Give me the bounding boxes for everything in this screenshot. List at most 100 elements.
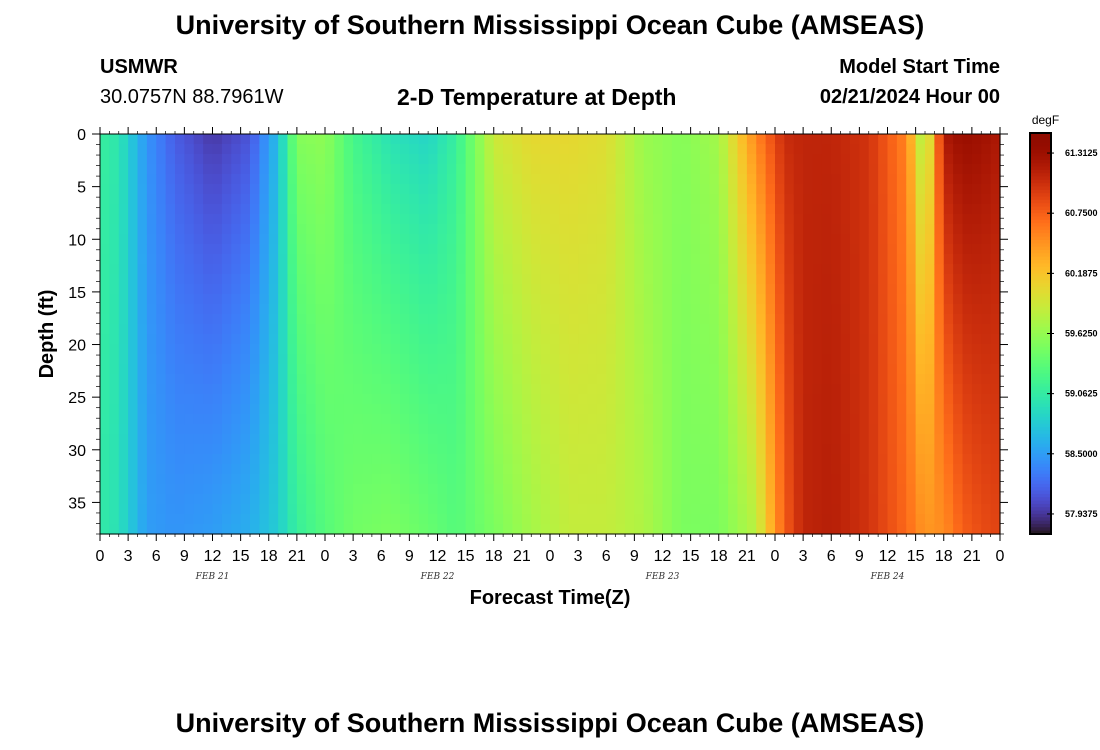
heatmap-cell xyxy=(596,504,607,515)
heatmap-cell xyxy=(971,384,982,395)
heatmap-cell xyxy=(390,524,401,535)
heatmap-cell xyxy=(634,154,645,165)
heatmap-cell xyxy=(981,224,992,235)
heatmap-cell xyxy=(100,204,110,215)
colorbar-swatch xyxy=(1030,270,1051,274)
heatmap-cell xyxy=(971,354,982,365)
heatmap-cell xyxy=(156,504,167,515)
heatmap-cell xyxy=(475,494,485,505)
heatmap-cell xyxy=(484,414,495,425)
heatmap-cell xyxy=(700,454,710,465)
heatmap-cell xyxy=(859,254,870,265)
heatmap-cell xyxy=(634,334,645,345)
heatmap-cell xyxy=(765,324,776,335)
heatmap-cell xyxy=(746,364,757,375)
heatmap-cell xyxy=(587,444,598,455)
heatmap-cell xyxy=(821,164,832,175)
x-tick-label: 21 xyxy=(738,548,756,565)
heatmap-cell xyxy=(315,344,326,355)
heatmap-cell xyxy=(653,224,664,235)
heatmap-cell xyxy=(728,524,739,535)
heatmap-cell xyxy=(203,264,214,275)
heatmap-cell xyxy=(353,504,364,515)
heatmap-cell xyxy=(615,194,626,205)
heatmap-cell xyxy=(325,404,335,415)
heatmap-cell xyxy=(109,154,120,165)
heatmap-cell xyxy=(212,464,223,475)
heatmap-cell xyxy=(821,174,832,185)
heatmap-cell xyxy=(146,334,157,345)
heatmap-cell xyxy=(128,404,139,415)
heatmap-cell xyxy=(859,174,870,185)
heatmap-cell xyxy=(812,524,823,535)
heatmap-cell xyxy=(221,324,232,335)
heatmap-cell xyxy=(953,144,964,155)
heatmap-cell xyxy=(596,154,607,165)
heatmap-cell xyxy=(812,144,823,155)
heatmap-cell xyxy=(221,514,232,525)
heatmap-cell xyxy=(653,254,664,265)
heatmap-cell xyxy=(728,384,739,395)
heatmap-cell xyxy=(306,234,317,245)
heatmap-cell xyxy=(793,434,804,445)
heatmap-cell xyxy=(400,414,410,425)
heatmap-cell xyxy=(371,164,382,175)
heatmap-cell xyxy=(512,294,523,305)
heatmap-cell xyxy=(765,444,776,455)
heatmap-cell xyxy=(934,524,945,535)
heatmap-cell xyxy=(859,464,870,475)
heatmap-cell xyxy=(596,414,607,425)
heatmap-cell xyxy=(746,524,757,535)
heatmap-cell xyxy=(268,344,279,355)
heatmap-cell xyxy=(906,344,917,355)
heatmap-cell xyxy=(250,434,260,445)
heatmap-cell xyxy=(146,474,157,485)
heatmap-cell xyxy=(221,224,232,235)
heatmap-cell xyxy=(521,504,532,515)
heatmap-cell xyxy=(118,344,129,355)
heatmap-cell xyxy=(343,194,354,205)
heatmap-cell xyxy=(325,304,335,315)
heatmap-cell xyxy=(934,324,945,335)
heatmap-cell xyxy=(203,354,214,365)
heatmap-cell xyxy=(615,214,626,225)
heatmap-cell xyxy=(728,474,739,485)
heatmap-cell xyxy=(700,334,710,345)
heatmap-cell xyxy=(690,194,701,205)
heatmap-cell xyxy=(971,254,982,265)
heatmap-cell xyxy=(287,494,298,505)
heatmap-cell xyxy=(362,374,373,385)
heatmap-cell xyxy=(878,164,889,175)
heatmap-cell xyxy=(137,164,148,175)
heatmap-cell xyxy=(700,514,710,525)
heatmap-cell xyxy=(962,354,973,365)
heatmap-cell xyxy=(493,364,504,375)
heatmap-cell xyxy=(606,214,617,225)
heatmap-cell xyxy=(859,354,870,365)
heatmap-cell xyxy=(868,384,879,395)
heatmap-cell xyxy=(878,174,889,185)
heatmap-cell xyxy=(475,184,485,195)
heatmap-cell xyxy=(362,244,373,255)
heatmap-cell xyxy=(240,364,251,375)
heatmap-cell xyxy=(887,514,898,525)
heatmap-cell xyxy=(915,254,926,265)
heatmap-cell xyxy=(306,244,317,255)
heatmap-cell xyxy=(943,144,954,155)
heatmap-cell xyxy=(587,334,598,345)
heatmap-cell xyxy=(737,244,748,255)
heatmap-cell xyxy=(596,344,607,355)
heatmap-cell xyxy=(578,514,589,525)
heatmap-cell xyxy=(287,254,298,265)
heatmap-cell xyxy=(493,174,504,185)
heatmap-cell xyxy=(803,344,814,355)
heatmap-cell xyxy=(334,494,345,505)
heatmap-cell xyxy=(634,464,645,475)
heatmap-cell xyxy=(484,524,495,535)
heatmap-cell xyxy=(203,174,214,185)
heatmap-cell xyxy=(662,164,673,175)
heatmap-cell xyxy=(100,174,110,185)
heatmap-cell xyxy=(606,324,617,335)
heatmap-cell xyxy=(287,294,298,305)
heatmap-cell xyxy=(925,404,935,415)
